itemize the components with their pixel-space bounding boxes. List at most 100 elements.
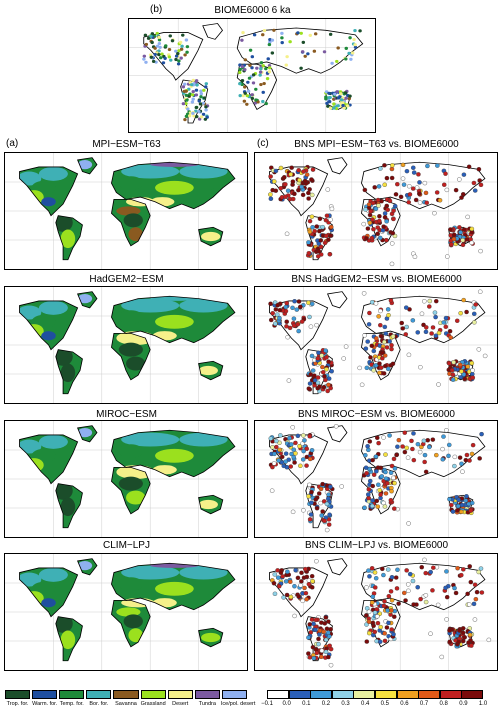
coastline-eurasia bbox=[361, 161, 486, 210]
bns-site-point bbox=[406, 521, 411, 526]
bns-site-point bbox=[327, 252, 333, 257]
bns-site-point bbox=[448, 335, 453, 340]
site-point bbox=[191, 78, 196, 82]
bns-site-point bbox=[460, 630, 466, 635]
map-canvas bbox=[129, 19, 375, 132]
bns-site-point bbox=[326, 654, 331, 660]
bns-site-point bbox=[469, 226, 475, 232]
site-point bbox=[185, 45, 190, 49]
colorbar-segment-2 bbox=[310, 690, 333, 699]
bns-site-point bbox=[417, 191, 422, 196]
site-point bbox=[336, 46, 340, 50]
bns-site-point bbox=[296, 328, 301, 334]
bns-site-point bbox=[436, 382, 441, 387]
site-point bbox=[284, 63, 288, 67]
bns-site-point bbox=[419, 565, 424, 570]
bns-site-point bbox=[326, 630, 331, 635]
bns-site-point bbox=[423, 570, 428, 576]
bns-site-point bbox=[472, 582, 478, 587]
bns-site-point bbox=[472, 320, 477, 325]
colorbar-segment-9 bbox=[461, 690, 484, 699]
bns-site-point bbox=[459, 509, 464, 515]
biome-region bbox=[179, 432, 228, 447]
bns-site-point bbox=[379, 474, 385, 479]
site-point bbox=[344, 46, 348, 50]
bns-site-point bbox=[403, 598, 408, 603]
bns-site-point bbox=[377, 370, 382, 375]
bns-site-point bbox=[296, 299, 302, 304]
bns-site-point bbox=[363, 465, 369, 470]
bns-site-point bbox=[447, 329, 453, 334]
bns-site-point bbox=[391, 208, 396, 213]
bns-site-point bbox=[364, 606, 370, 611]
bns-site-point bbox=[451, 232, 457, 237]
coastline-northAmerica bbox=[269, 567, 329, 618]
site-point bbox=[348, 94, 352, 98]
biome-map-1 bbox=[4, 286, 248, 404]
bns-site-point bbox=[476, 569, 481, 575]
site-point bbox=[161, 61, 166, 65]
bns-site-point bbox=[374, 469, 379, 474]
site-point bbox=[191, 90, 195, 94]
bns-site-point bbox=[415, 442, 421, 447]
bns-site-point bbox=[471, 601, 477, 607]
bns-site-point bbox=[287, 325, 293, 331]
site-point bbox=[157, 49, 161, 53]
bns-site-point bbox=[272, 591, 278, 596]
site-point bbox=[248, 63, 252, 67]
bns-site-point bbox=[455, 508, 460, 513]
colorbar-tick-9: 0.8 bbox=[439, 701, 448, 707]
bns-site-point bbox=[274, 444, 279, 450]
bns-site-point bbox=[321, 384, 327, 390]
site-point bbox=[253, 101, 258, 105]
bns-site-point bbox=[296, 594, 301, 599]
bns-site-point bbox=[361, 291, 367, 296]
biome-region bbox=[53, 213, 73, 232]
bns-site-point bbox=[382, 324, 388, 330]
bns-site-point bbox=[423, 190, 429, 196]
bns-site-point bbox=[323, 218, 329, 223]
bns-site-point bbox=[380, 350, 385, 356]
site-point bbox=[240, 38, 244, 42]
bns-site-point bbox=[306, 251, 312, 256]
bns-site-point bbox=[292, 191, 297, 196]
site-point bbox=[191, 111, 195, 115]
bns-site-point bbox=[301, 448, 306, 454]
bns-site-point bbox=[298, 583, 303, 588]
bns-title-1: BNS HadGEM2−ESM vs. BIOME6000 bbox=[291, 274, 462, 285]
bns-site-point bbox=[372, 629, 378, 635]
bns-site-point bbox=[370, 594, 376, 599]
bns-site-point bbox=[299, 319, 305, 324]
bns-site-point bbox=[323, 377, 328, 383]
site-point bbox=[300, 50, 305, 54]
bns-site-point bbox=[476, 347, 482, 352]
bns-site-point bbox=[410, 578, 416, 584]
bns-site-point bbox=[382, 339, 387, 345]
bns-site-point bbox=[436, 330, 442, 336]
bns-site-point bbox=[380, 566, 385, 572]
bns-site-point bbox=[392, 480, 397, 486]
bns-site-point bbox=[320, 364, 325, 370]
bns-site-point bbox=[289, 442, 294, 447]
bns-site-point bbox=[469, 451, 475, 457]
bns-site-point bbox=[385, 307, 391, 312]
bns-site-point bbox=[316, 249, 322, 254]
bns-site-point bbox=[447, 442, 452, 448]
bns-site-point bbox=[283, 304, 289, 310]
bns-site-point bbox=[367, 212, 373, 218]
site-point bbox=[179, 47, 184, 51]
biome-region bbox=[155, 448, 194, 463]
bns-site-point bbox=[399, 320, 404, 326]
coastline-southAmerica bbox=[55, 483, 83, 529]
bns-site-point bbox=[384, 203, 389, 209]
bns-site-point bbox=[316, 636, 321, 642]
bns-site-point bbox=[301, 433, 306, 438]
bns-site-point bbox=[389, 575, 395, 580]
bns-site-point bbox=[364, 236, 369, 241]
biome-region bbox=[179, 298, 228, 313]
bns-site-point bbox=[295, 575, 301, 580]
bns-site-point bbox=[311, 621, 316, 626]
bns-site-point bbox=[311, 656, 317, 661]
bns-site-point bbox=[371, 348, 377, 354]
bns-site-point bbox=[304, 454, 310, 460]
